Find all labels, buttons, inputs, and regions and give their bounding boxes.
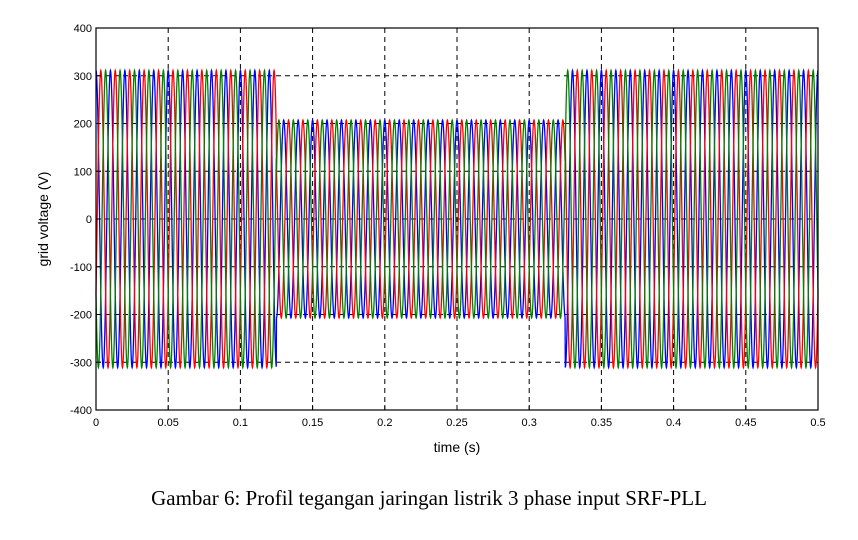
y-tick-label: -100: [70, 262, 92, 274]
y-tick-label: -200: [70, 310, 92, 322]
x-tick-label: 0.4: [666, 417, 681, 429]
y-tick-label: 300: [74, 71, 92, 83]
chart: 0 0.05 0.1 0.15 0.2 0.25 0.3 0.35 0.4 0.45 0.5 400 3…: [35, 23, 826, 455]
x-tick-label: 0.25: [446, 417, 467, 429]
y-tick-label: -300: [70, 357, 92, 369]
y-tick-label: 100: [74, 166, 92, 178]
x-tick-label: 0.5: [810, 417, 825, 429]
x-tick-label: 0.35: [591, 417, 612, 429]
x-tick-label: 0.3: [522, 417, 537, 429]
axis-ticks: 0 0.05 0.1 0.15 0.2 0.25 0.3 0.35 0.4 0.45 0.5 400 3…: [70, 23, 826, 429]
x-tick-label: 0: [93, 417, 99, 429]
y-tick-label: 200: [74, 119, 92, 131]
x-tick-label: 0.45: [735, 417, 756, 429]
x-axis-label: time (s): [434, 439, 481, 455]
grid-lines: [96, 28, 818, 410]
y-tick-label: 0: [86, 214, 92, 226]
y-tick-label: -400: [70, 405, 92, 417]
x-tick-label: 0.2: [377, 417, 392, 429]
x-tick-label: 0.05: [157, 417, 178, 429]
x-tick-label: 0.1: [233, 417, 248, 429]
series-layer: [95, 68, 819, 370]
y-tick-label: 400: [74, 23, 92, 35]
y-axis-label: grid voltage (V): [35, 172, 51, 267]
series-line-phase-c: [95, 68, 819, 370]
figure-caption: Gambar 6: Profil tegangan jaringan listr…: [151, 486, 707, 510]
x-tick-label: 0.15: [302, 417, 323, 429]
